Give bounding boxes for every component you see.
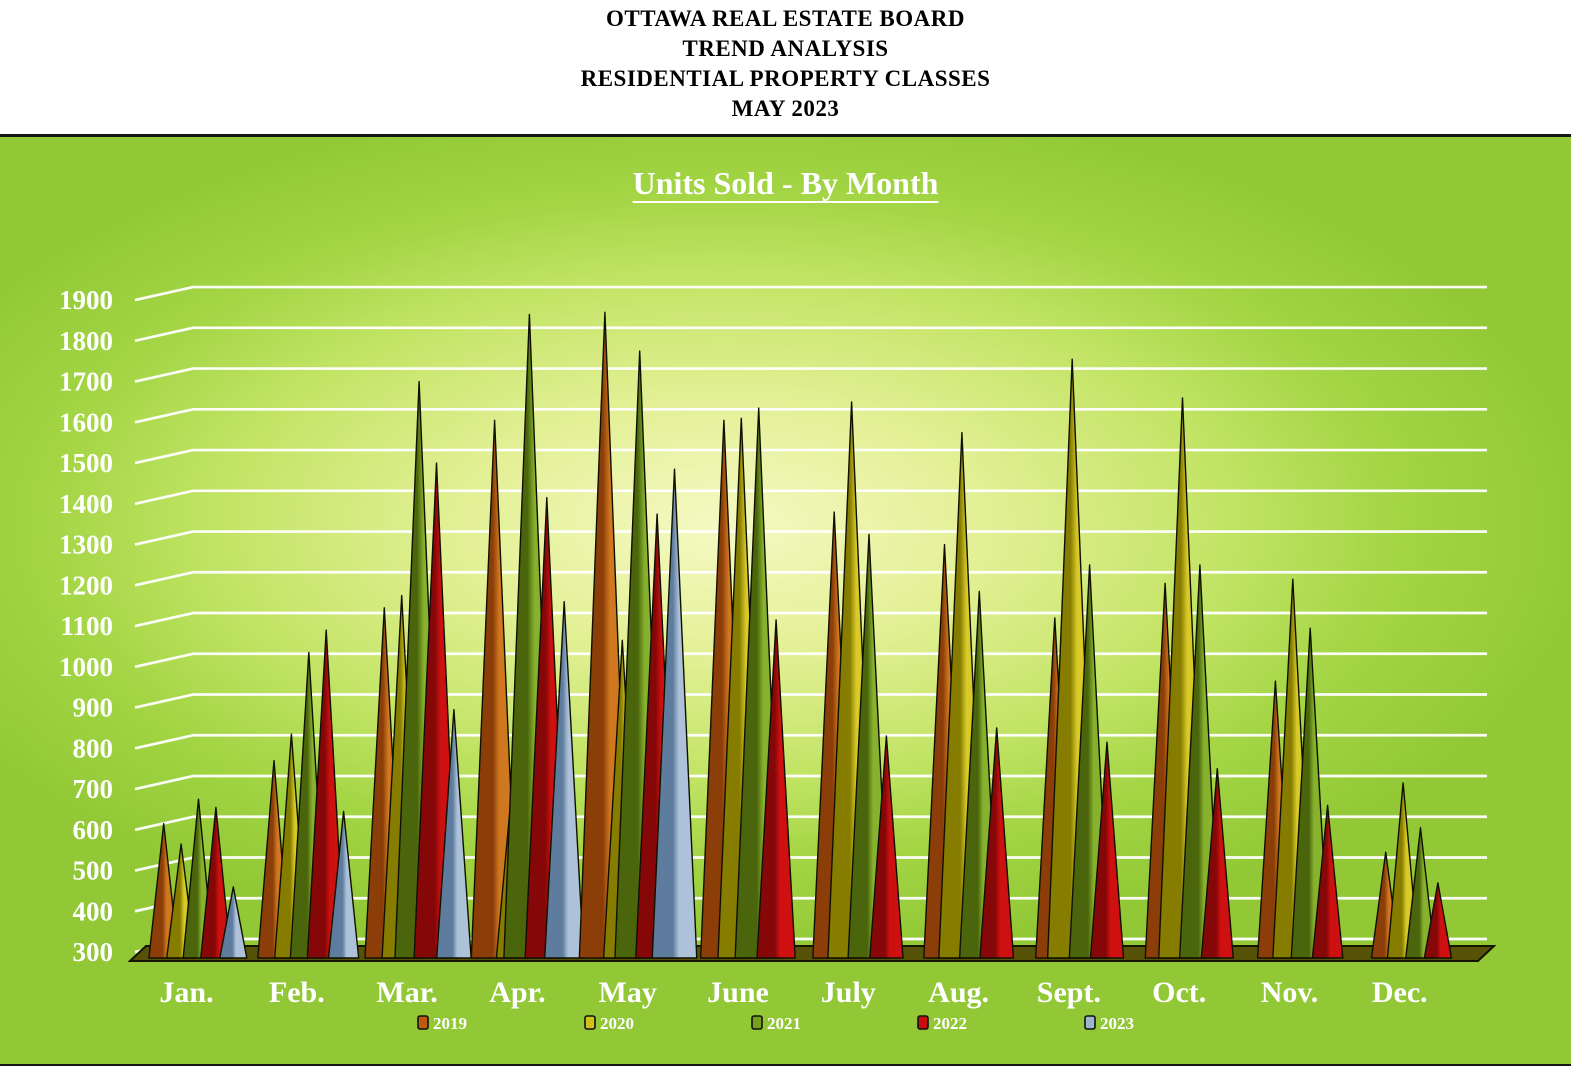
spike-2023-Mar xyxy=(435,708,472,959)
spike-2021-Nov xyxy=(1290,627,1330,959)
spike-2022-Feb xyxy=(306,629,346,959)
spike-2022-Jan xyxy=(200,806,232,959)
x-axis-label-Nov: Nov. xyxy=(1261,976,1319,1009)
chart-title-text: Units Sold - By Month xyxy=(632,165,939,201)
y-axis-label-1100: 1100 xyxy=(60,611,113,641)
legend-label-2021: 2021 xyxy=(767,1014,801,1033)
gridline-1500 xyxy=(134,448,1487,465)
x-axis-label-Oct: Oct. xyxy=(1152,976,1206,1009)
spike-2022-Oct xyxy=(1200,768,1234,959)
chart-title: Units Sold - By Month xyxy=(0,165,1571,202)
spike-2023-Feb xyxy=(327,810,360,959)
gridline-1600 xyxy=(134,407,1487,424)
y-axis-label-1300: 1300 xyxy=(59,530,113,560)
y-axis-label-600: 600 xyxy=(73,815,114,845)
legend-label-2019: 2019 xyxy=(433,1014,467,1033)
spike-2022-Dec xyxy=(1423,882,1453,959)
x-axis-label-Aug: Aug. xyxy=(928,976,989,1009)
units-sold-chart: 1900 1800 1700 1600 1500 1400 1300 1200 1100 1000… xyxy=(59,285,1497,1033)
y-axis-label-500: 500 xyxy=(73,856,114,886)
x-axis-label-July: July xyxy=(821,976,876,1009)
gridline-1000 xyxy=(134,652,1487,669)
gridline-1400 xyxy=(134,489,1487,506)
gridline-1200 xyxy=(134,570,1487,587)
x-axis-label-Mar: Mar. xyxy=(376,976,437,1009)
x-axis-label-Apr: Apr. xyxy=(489,976,545,1009)
y-axis-label-1800: 1800 xyxy=(59,326,113,356)
legend-item-2020: 2020 xyxy=(584,1014,634,1033)
y-axis-label-1200: 1200 xyxy=(59,570,113,600)
gridline-900 xyxy=(134,693,1487,709)
y-axis-label-1900: 1900 xyxy=(59,285,113,315)
y-axis-label-700: 700 xyxy=(73,774,114,804)
chart-panel: Units Sold - By Month 1900 1800 1700 1600 15… xyxy=(0,134,1571,1066)
report-header: OTTAWA REAL ESTATE BOARD TREND ANALYSIS … xyxy=(0,0,1571,134)
y-axis-label-900: 900 xyxy=(73,693,114,723)
x-axis-label-Dec: Dec. xyxy=(1372,976,1428,1009)
legend-label-2023: 2023 xyxy=(1100,1014,1134,1033)
spike-2023-Apr xyxy=(544,600,585,959)
spike-2022-Sept xyxy=(1089,741,1125,959)
y-axis-label-1600: 1600 xyxy=(59,407,113,437)
x-axis-label-June: June xyxy=(707,976,769,1009)
legend-marker-2023 xyxy=(1084,1015,1096,1030)
spike-2019-Apr xyxy=(470,419,519,959)
gridline-1700 xyxy=(134,367,1487,383)
legend-label-2020: 2020 xyxy=(600,1014,634,1033)
header-line-date: MAY 2023 xyxy=(731,96,840,121)
y-axis-label-800: 800 xyxy=(73,733,114,763)
y-axis-label-1500: 1500 xyxy=(59,448,113,478)
spike-2021-Dec xyxy=(1405,827,1436,959)
spike-2023-May xyxy=(651,468,698,959)
legend-item-2022: 2022 xyxy=(917,1014,967,1033)
x-axis-label-Jan: Jan. xyxy=(159,976,213,1009)
spike-2023-Jan xyxy=(219,886,248,959)
legend-item-2023: 2023 xyxy=(1084,1014,1134,1033)
legend-item-2019: 2019 xyxy=(417,1014,467,1033)
x-axis-label-Sept: Sept. xyxy=(1037,976,1101,1009)
y-axis-label-1700: 1700 xyxy=(59,367,113,397)
spike-2022-June xyxy=(756,619,796,959)
header-line-trend: TREND ANALYSIS xyxy=(682,36,889,61)
legend-marker-2020 xyxy=(584,1015,596,1030)
header-line-board: OTTAWA REAL ESTATE BOARD xyxy=(605,6,965,31)
gridline-1100 xyxy=(134,611,1487,628)
gridline-1300 xyxy=(134,530,1487,546)
y-axis-label-400: 400 xyxy=(73,896,114,926)
x-axis-label-May: May xyxy=(599,976,657,1009)
legend-marker-2022 xyxy=(917,1015,929,1030)
legend-item-2021: 2021 xyxy=(751,1014,801,1033)
y-axis-label-1400: 1400 xyxy=(59,489,113,519)
y-axis-label-1000: 1000 xyxy=(59,652,113,682)
spike-2022-Aug xyxy=(979,727,1015,959)
header-line-classes: RESIDENTIAL PROPERTY CLASSES xyxy=(580,66,991,91)
legend-marker-2021 xyxy=(751,1015,763,1030)
legend-marker-2019 xyxy=(417,1015,429,1030)
x-axis-label-Feb: Feb. xyxy=(269,976,325,1009)
y-axis-label-300: 300 xyxy=(73,937,114,967)
spike-2022-July xyxy=(869,735,904,959)
gridline-1900 xyxy=(134,285,1487,302)
spike-2022-Nov xyxy=(1311,804,1344,959)
legend-label-2022: 2022 xyxy=(933,1014,967,1033)
gridline-1800 xyxy=(134,326,1487,343)
